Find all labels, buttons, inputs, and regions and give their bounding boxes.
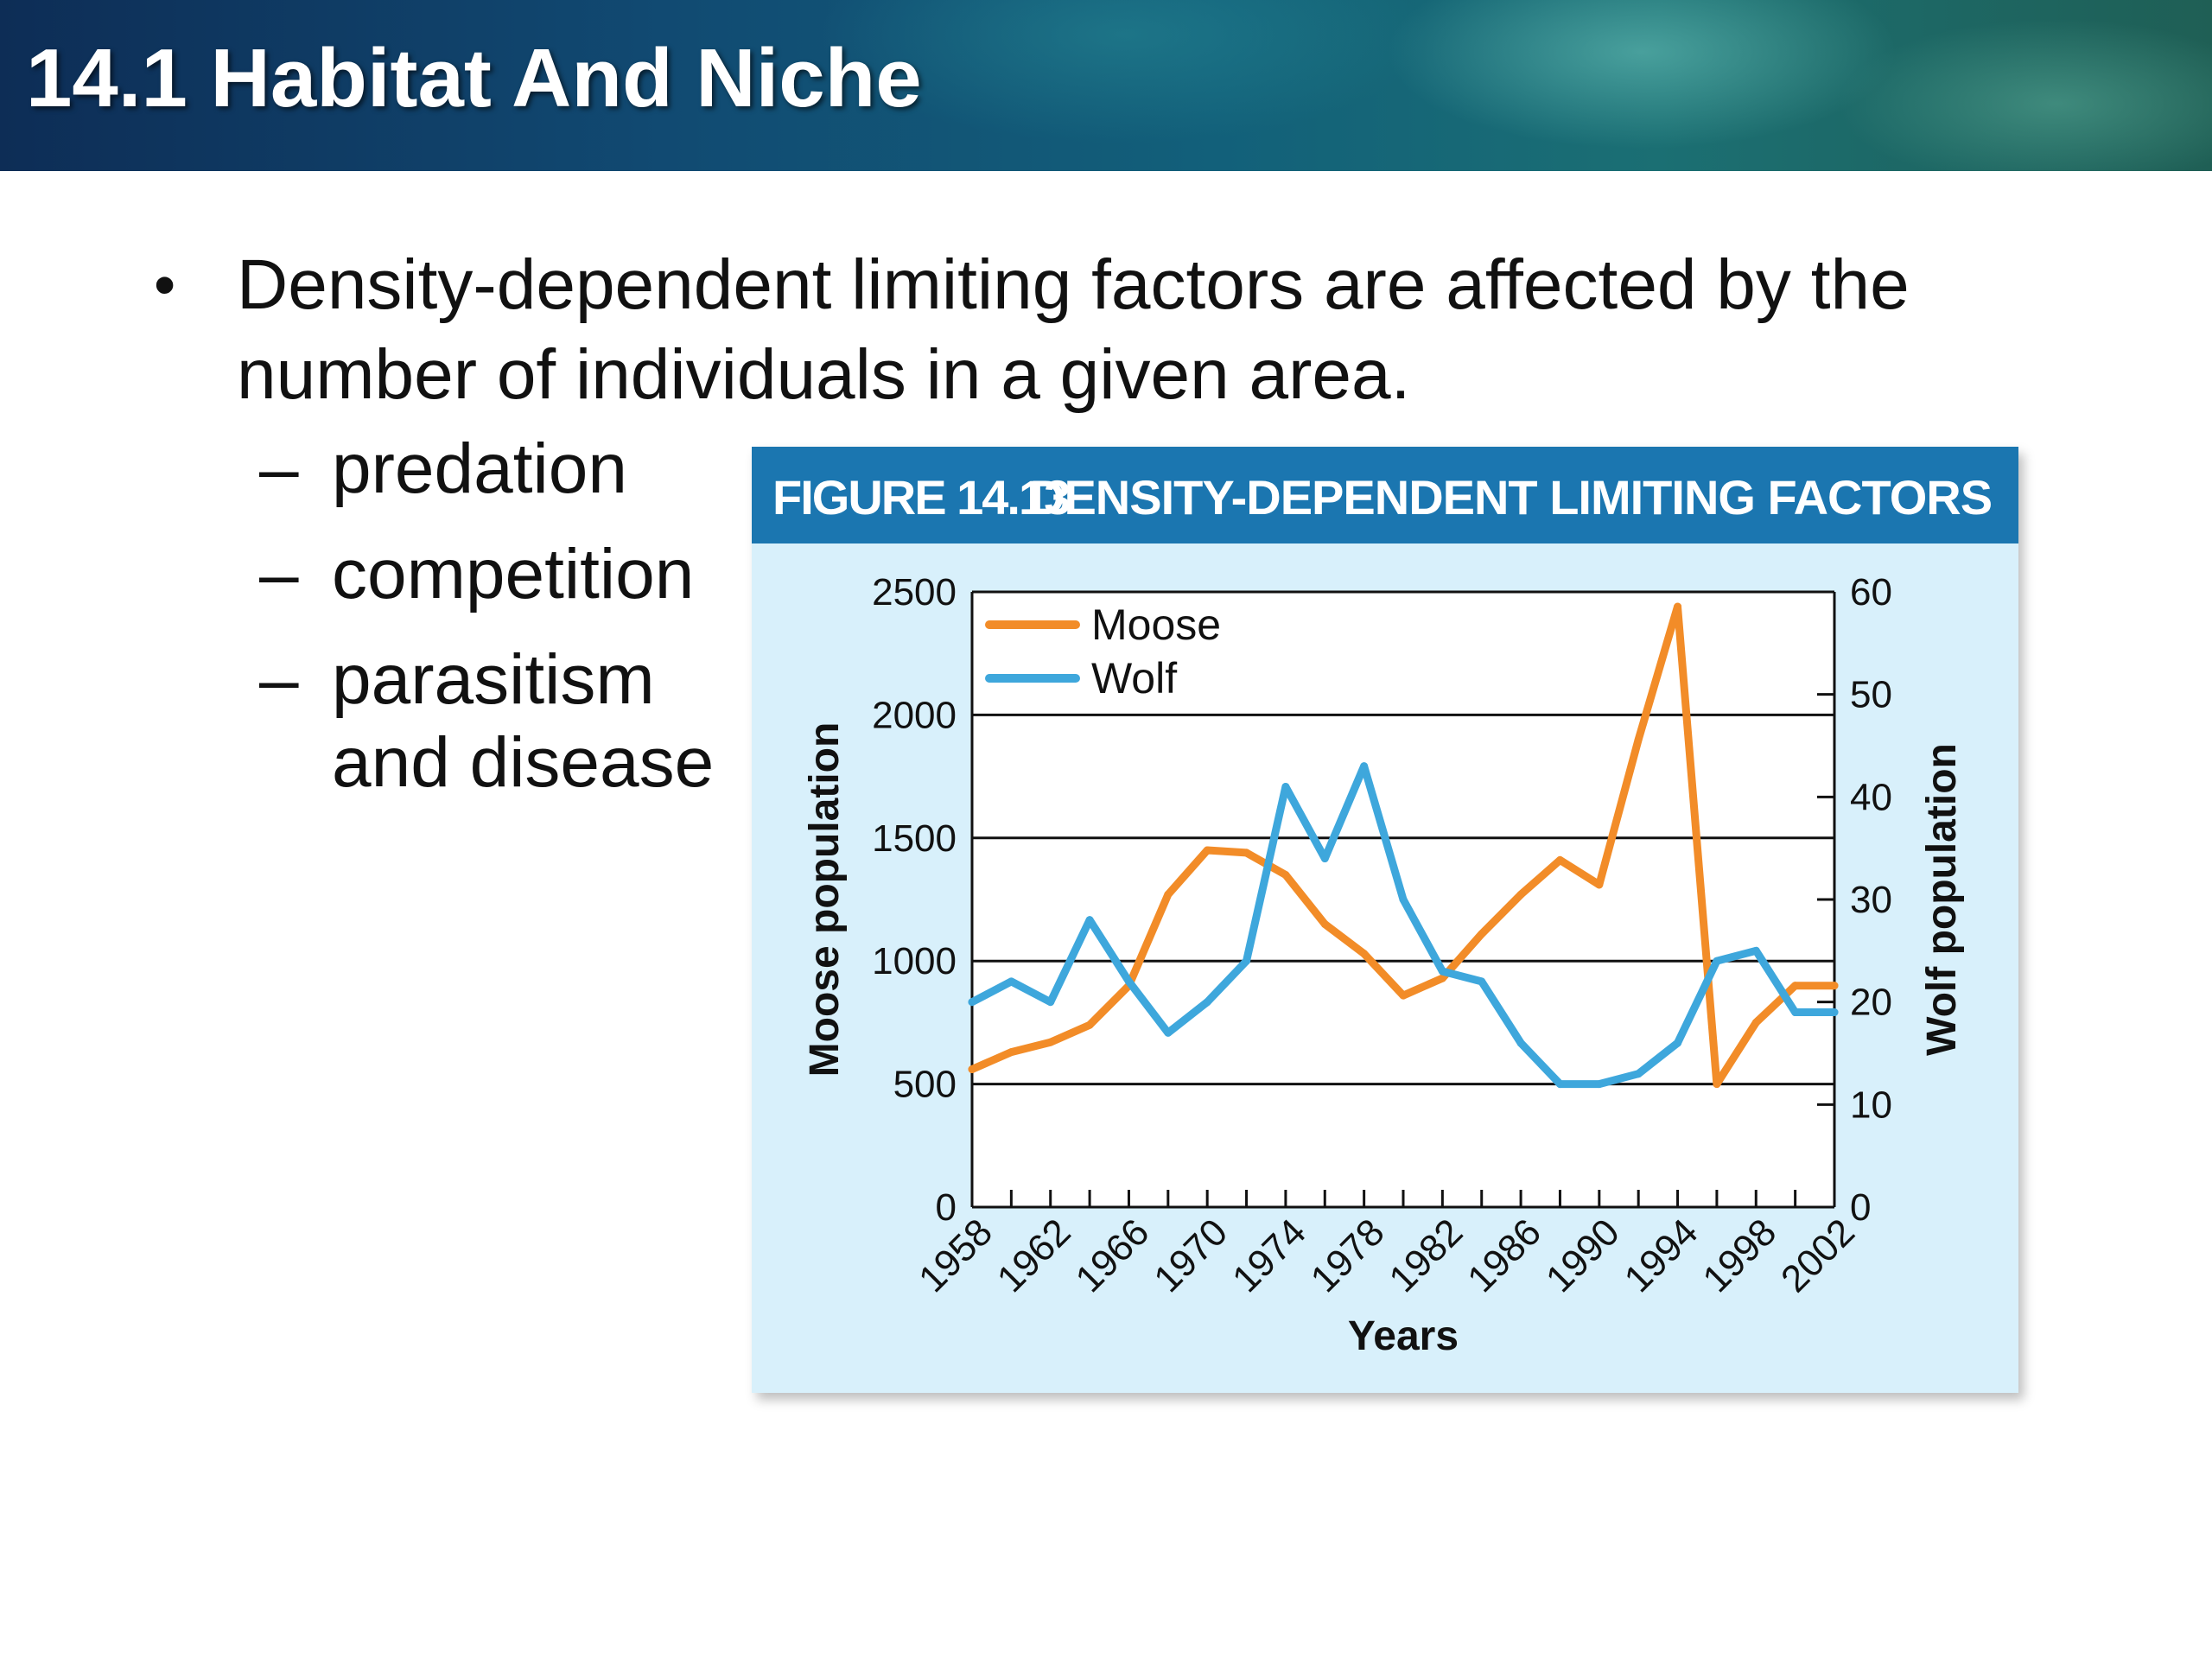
x-axis-title: Years <box>1348 1313 1459 1359</box>
moose-data-point <box>1007 1048 1015 1057</box>
moose-data-point <box>1791 982 1800 990</box>
y-tick-label: 2500 <box>872 571 957 613</box>
wolf-data-point <box>1595 1080 1604 1089</box>
moose-data-point <box>1399 991 1408 1000</box>
y2-tick-label: 50 <box>1850 674 1892 716</box>
legend-label-wolf: Wolf <box>1091 654 1177 702</box>
y-tick-label: 0 <box>936 1186 957 1229</box>
moose-data-point <box>1281 871 1290 880</box>
wolf-data-point <box>1713 957 1721 965</box>
moose-data-point <box>1555 855 1564 864</box>
legend-label-moose: Moose <box>1091 601 1221 649</box>
x-tick-label: 1986 <box>1459 1211 1549 1300</box>
moose-data-point <box>1713 1080 1721 1089</box>
sub-bullet-competition: – competition <box>259 533 743 616</box>
wolf-data-point <box>1124 977 1133 986</box>
population-chart: 0500100015002000250001020304050601958196… <box>802 571 1965 1359</box>
wolf-data-point <box>1478 977 1486 986</box>
sub-bullet-parasitism: – parasitism and disease <box>259 639 743 804</box>
moose-data-point <box>1164 890 1173 899</box>
wolf-data-point <box>1281 782 1290 791</box>
wolf-data-point <box>1438 967 1446 976</box>
wolf-data-point <box>1674 1039 1682 1047</box>
moose-data-point <box>1751 1018 1760 1027</box>
moose-data-point <box>1516 890 1525 899</box>
y-tick-label: 1500 <box>872 817 957 860</box>
y2-tick-label: 30 <box>1850 879 1892 921</box>
moose-data-point <box>1360 950 1369 958</box>
y2-tick-label: 0 <box>1850 1186 1871 1229</box>
wolf-data-point <box>1791 1008 1800 1017</box>
dash-icon: – <box>259 640 299 719</box>
wolf-data-point <box>1634 1070 1643 1078</box>
moose-data-point <box>1595 880 1604 889</box>
x-tick-label: 1974 <box>1224 1211 1314 1300</box>
moose-data-point <box>1438 974 1446 982</box>
figure-title: DENSITY-DEPENDENT LIMITING FACTORS <box>1030 470 1993 524</box>
moose-data-point <box>1243 849 1251 857</box>
wolf-data-point <box>1320 855 1329 863</box>
x-tick-label: 1994 <box>1617 1211 1707 1300</box>
x-tick-label: 1962 <box>989 1211 1079 1300</box>
sub-bullet-label: predation <box>332 429 627 508</box>
moose-data-point <box>1478 930 1486 938</box>
wolf-data-point <box>1751 946 1760 955</box>
dash-icon: – <box>259 429 299 508</box>
y-tick-label: 2000 <box>872 694 957 736</box>
y2-tick-label: 10 <box>1850 1084 1892 1126</box>
y2-tick-label: 60 <box>1850 571 1892 613</box>
wolf-data-point <box>1046 998 1055 1007</box>
moose-data-point <box>1830 982 1839 990</box>
wolf-data-point <box>1399 895 1408 904</box>
figure-header: FIGURE 14.13 DENSITY-DEPENDENT LIMITING … <box>752 447 2018 543</box>
y-tick-label: 500 <box>893 1064 957 1106</box>
dash-icon: – <box>259 535 299 613</box>
x-tick-label: 1998 <box>1694 1211 1784 1300</box>
y2-tick-label: 40 <box>1850 776 1892 818</box>
title-banner: 14.1 Habitat And Niche <box>0 0 2212 171</box>
sub-bullet-label: competition <box>332 535 695 613</box>
wolf-data-point <box>1085 916 1094 925</box>
slide-title: 14.1 Habitat And Niche <box>26 32 922 124</box>
x-tick-label: 1990 <box>1538 1211 1628 1300</box>
wolf-data-point <box>1555 1080 1564 1089</box>
x-tick-label: 1966 <box>1068 1211 1158 1300</box>
sub-bullet-label: parasitism and disease <box>332 640 715 802</box>
y2-axis-title: Wolf population <box>1919 743 1965 1056</box>
wolf-data-point <box>1360 762 1369 771</box>
wolf-data-point <box>1516 1039 1525 1047</box>
x-tick-label: 1970 <box>1146 1211 1236 1300</box>
moose-data-point <box>1320 919 1329 928</box>
moose-data-point <box>1674 602 1682 611</box>
sub-bullet-predation: – predation <box>259 428 743 511</box>
wolf-data-point <box>1830 1008 1839 1017</box>
sub-bullet-list: – predation – competition – parasitism a… <box>259 428 743 827</box>
figure-label: FIGURE 14.13 <box>772 470 1071 524</box>
moose-data-point <box>1634 735 1643 744</box>
wolf-data-point <box>1243 957 1251 965</box>
moose-data-point <box>1046 1038 1055 1046</box>
x-tick-label: 1982 <box>1381 1211 1471 1300</box>
y-tick-label: 1000 <box>872 940 957 982</box>
main-bullet-text: Density-dependent limiting factors are a… <box>237 245 1910 414</box>
wolf-data-point <box>1164 1028 1173 1037</box>
wolf-data-point <box>1203 998 1211 1007</box>
moose-data-point <box>1203 846 1211 855</box>
bullet-dot-icon: • <box>154 251 176 320</box>
moose-data-point <box>968 1065 976 1074</box>
x-tick-label: 1978 <box>1303 1211 1393 1300</box>
y-axis-title: Moose population <box>802 722 848 1077</box>
figure-panel: FIGURE 14.13 DENSITY-DEPENDENT LIMITING … <box>752 447 2018 1393</box>
wolf-data-point <box>968 998 976 1007</box>
y2-tick-label: 20 <box>1850 982 1892 1024</box>
moose-data-point <box>1085 1020 1094 1029</box>
wolf-data-point <box>1007 977 1015 986</box>
